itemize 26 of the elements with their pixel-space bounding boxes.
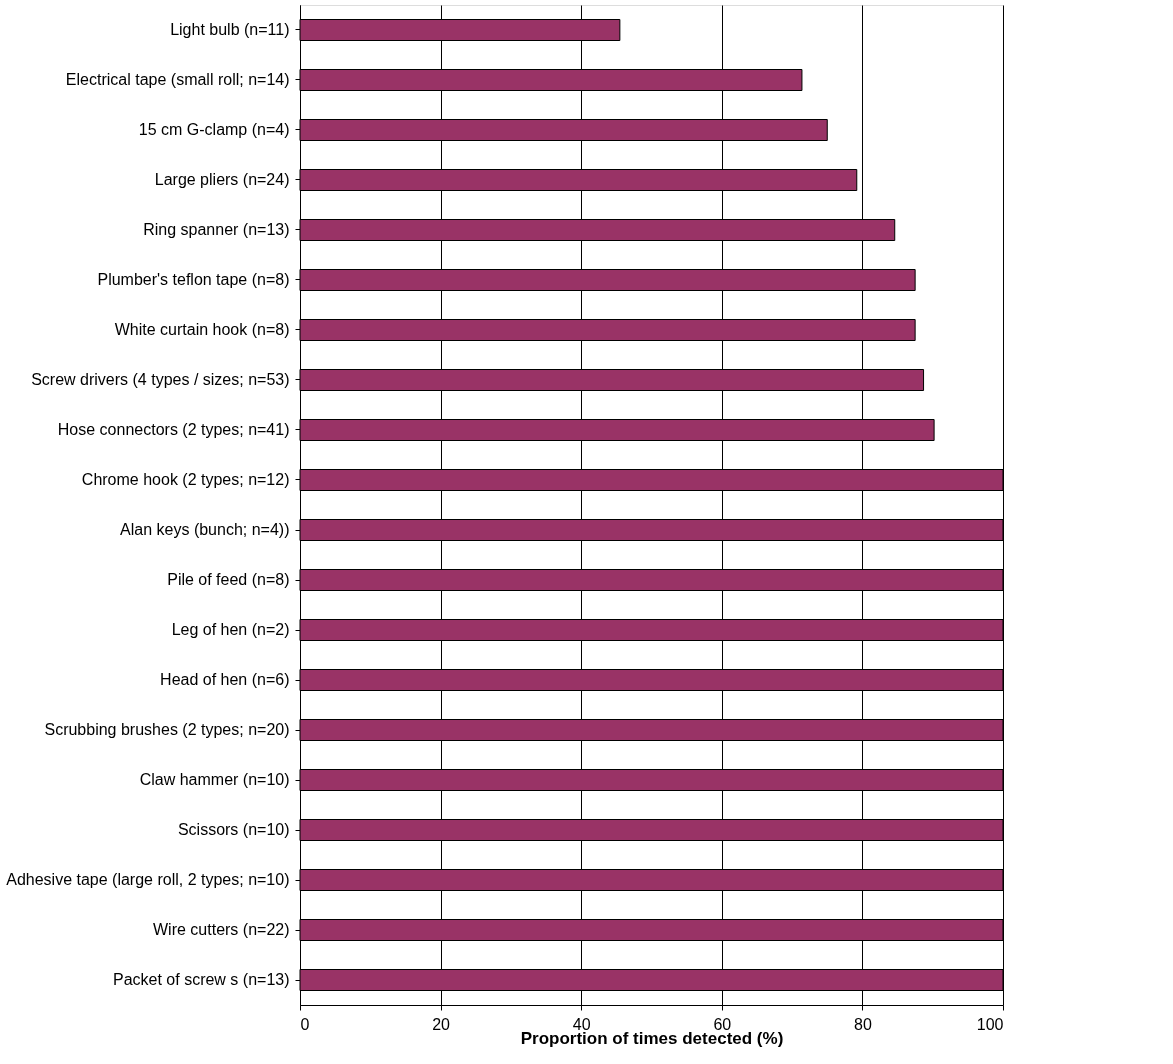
x-tick-label: 60 — [713, 1015, 732, 1033]
y-tick-label: Ring spanner (n=13) — [143, 221, 290, 238]
y-tick-label: Adhesive tape (large roll, 2 types; n=10) — [6, 871, 290, 888]
y-tick-label: Head of hen (n=6) — [160, 671, 290, 688]
y-tick-label: Leg of hen (n=2) — [171, 621, 290, 638]
y-tick-label: Plumber's teflon tape (n=8) — [97, 271, 290, 288]
x-tick-label: 100 — [976, 1015, 1004, 1033]
y-tick-label: Light bulb (n=11) — [170, 21, 290, 38]
y-tick-label: Electrical tape (small roll; n=14) — [65, 71, 290, 88]
y-tick-label: Hose connectors (2 types; n=41) — [57, 421, 290, 438]
y-tick-label: Scrubbing brushes (2 types; n=20) — [44, 721, 290, 738]
y-tick-label: 15 cm G-clamp (n=4) — [138, 121, 290, 138]
y-tick-label: Pile of feed (n=8) — [167, 571, 290, 588]
y-tick-label: Wire cutters (n=22) — [153, 921, 290, 938]
x-tick-label: 40 — [572, 1015, 591, 1033]
y-tick-label: Screw drivers (4 types / sizes; n=53) — [31, 371, 290, 388]
y-tick-label: Large pliers (n=24) — [154, 171, 290, 188]
y-tick-label: Chrome hook (2 types; n=12) — [81, 471, 290, 488]
y-tick-label: Alan keys (bunch; n=4)) — [120, 521, 290, 538]
y-tick-label: Packet of screw s (n=13) — [112, 971, 290, 988]
y-tick-label: Claw hammer (n=10) — [139, 771, 290, 788]
x-tick-label: 0 — [300, 1015, 310, 1033]
x-tick-label: 20 — [432, 1015, 451, 1033]
x-tick-label: 80 — [854, 1015, 872, 1033]
y-tick-label: Scissors (n=10) — [177, 821, 290, 838]
y-tick-label: White curtain hook (n=8) — [114, 321, 290, 338]
